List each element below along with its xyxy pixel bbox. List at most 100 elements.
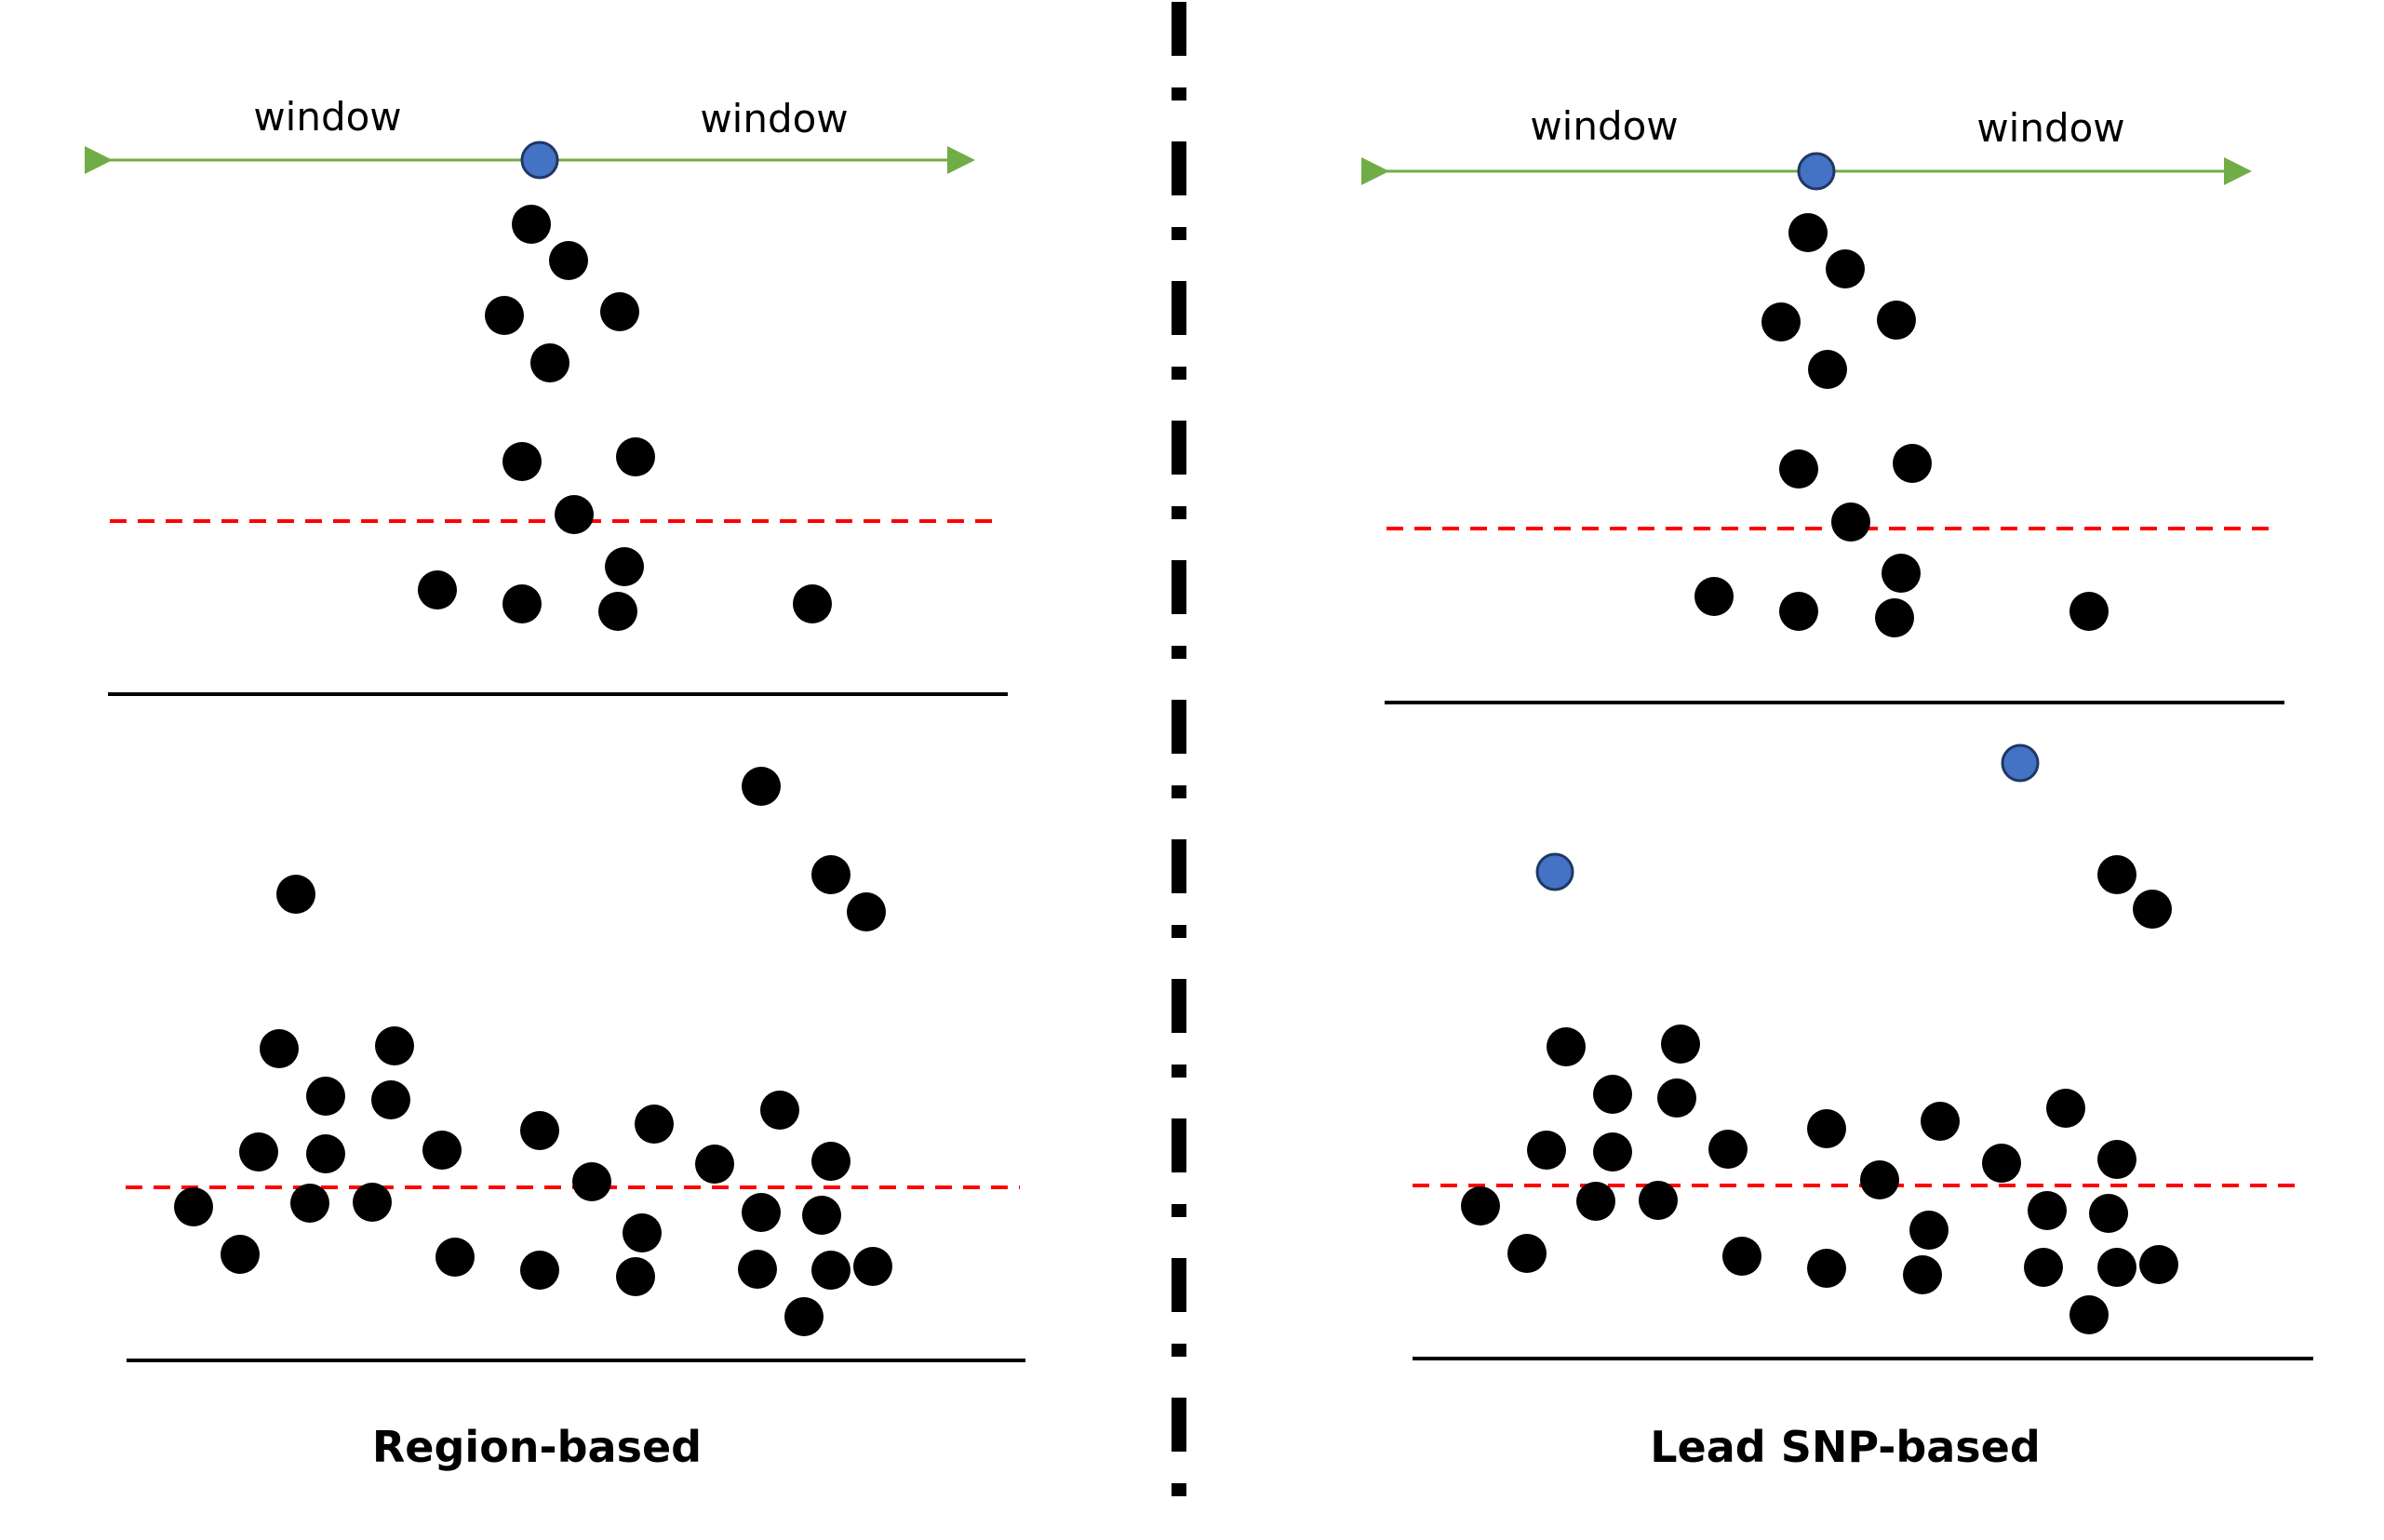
snp-point [512, 205, 551, 244]
snp-point [793, 584, 832, 623]
divider-dot [1172, 506, 1186, 519]
snp-point [2139, 1245, 2178, 1284]
snp-point [530, 343, 569, 382]
snp-point [239, 1132, 278, 1172]
snp-point [1921, 1102, 1960, 1141]
snp-point [1788, 213, 1828, 252]
snp-point [290, 1184, 329, 1223]
lead-snp-point [2001, 743, 2040, 783]
panel-divider [1172, 2, 1186, 1496]
window-left-label: window [1530, 103, 1678, 149]
snp-point [623, 1213, 662, 1252]
snp-point [760, 1091, 799, 1130]
snp-point [811, 1142, 850, 1181]
snp-point [811, 855, 850, 894]
snp-point [2028, 1191, 2067, 1230]
snp-point [435, 1238, 475, 1277]
snp-point [635, 1105, 674, 1144]
snp-point [605, 547, 644, 586]
snp-point [1826, 249, 1865, 288]
snp-point [2069, 592, 2109, 631]
snp-point [695, 1145, 734, 1184]
snp-point [306, 1077, 345, 1116]
snp-point [1761, 302, 1801, 341]
snp-point [1807, 1109, 1846, 1148]
divider-dot [1172, 87, 1186, 100]
snp-point [2133, 890, 2172, 929]
snp-point [616, 437, 655, 476]
snp-point [742, 767, 781, 806]
snp-point [853, 1247, 892, 1286]
snp-point [371, 1080, 410, 1119]
snp-point [502, 584, 542, 623]
snp-point [1593, 1132, 1632, 1172]
snp-point [1657, 1078, 1696, 1118]
snp-point [1708, 1130, 1748, 1169]
panel-caption: Lead SNP-based [1650, 1422, 2041, 1472]
snp-point [1461, 1186, 1500, 1225]
snp-point [1807, 1249, 1846, 1288]
divider-dash [1172, 421, 1186, 475]
snp-point [174, 1187, 213, 1226]
snp-point [1860, 1160, 1899, 1199]
lead-snp-point [1535, 852, 1574, 891]
snp-point [1903, 1255, 1942, 1294]
snp-point [1875, 598, 1914, 637]
snp-point [422, 1131, 462, 1170]
snp-point [1982, 1144, 2021, 1183]
snp-point [502, 442, 542, 481]
snp-point [2097, 1140, 2136, 1179]
snp-point [811, 1251, 850, 1290]
snp-point [1694, 577, 1734, 616]
snp-point [1909, 1211, 1949, 1250]
divider-dot [1172, 785, 1186, 798]
snp-point [1722, 1237, 1761, 1276]
snp-point [784, 1297, 824, 1336]
divider-dash [1172, 979, 1186, 1033]
snp-point [221, 1235, 260, 1274]
divider-dot [1172, 1065, 1186, 1078]
divider-dash [1172, 281, 1186, 335]
divider-dash [1172, 1258, 1186, 1312]
snp-point [520, 1111, 559, 1150]
snp-point [738, 1250, 777, 1289]
snp-point [1547, 1027, 1586, 1066]
panel-lead-snp-based: window window Lead SNP-based [1361, 103, 2313, 1472]
snp-points [1461, 152, 2178, 1334]
snp-point [1593, 1075, 1632, 1114]
divider-dash [1172, 839, 1186, 893]
snp-point [1507, 1234, 1547, 1273]
snp-point [1882, 554, 1921, 593]
snp-point [572, 1162, 611, 1201]
snp-point [1831, 502, 1870, 542]
divider-dash [1172, 141, 1186, 195]
window-left-label: window [253, 94, 401, 140]
snp-point [353, 1183, 392, 1222]
snp-point [616, 1257, 655, 1296]
snp-point [1639, 1181, 1678, 1220]
window-right-label: window [1976, 105, 2124, 151]
window-right-label: window [700, 96, 848, 141]
snp-point [2024, 1248, 2063, 1287]
snp-point [1877, 301, 1916, 340]
snp-point [375, 1026, 414, 1065]
divider-dot [1172, 1344, 1186, 1357]
divider-dash [1172, 1398, 1186, 1452]
snp-point [802, 1196, 841, 1235]
snp-point [847, 892, 886, 931]
divider-dot [1172, 1483, 1186, 1496]
snp-point [549, 241, 588, 280]
snp-point [418, 570, 457, 609]
snp-point [2046, 1089, 2085, 1128]
divider-dash [1172, 1118, 1186, 1172]
divider-dot [1172, 367, 1186, 380]
divider-dot [1172, 227, 1186, 240]
snp-point [276, 875, 315, 914]
divider-dash [1172, 2, 1186, 56]
snp-point [1893, 444, 1932, 483]
snp-point [2089, 1194, 2128, 1233]
snp-point [1808, 350, 1847, 389]
panel-caption: Region-based [372, 1422, 702, 1472]
snp-point [555, 495, 594, 534]
snp-point [1576, 1182, 1615, 1221]
